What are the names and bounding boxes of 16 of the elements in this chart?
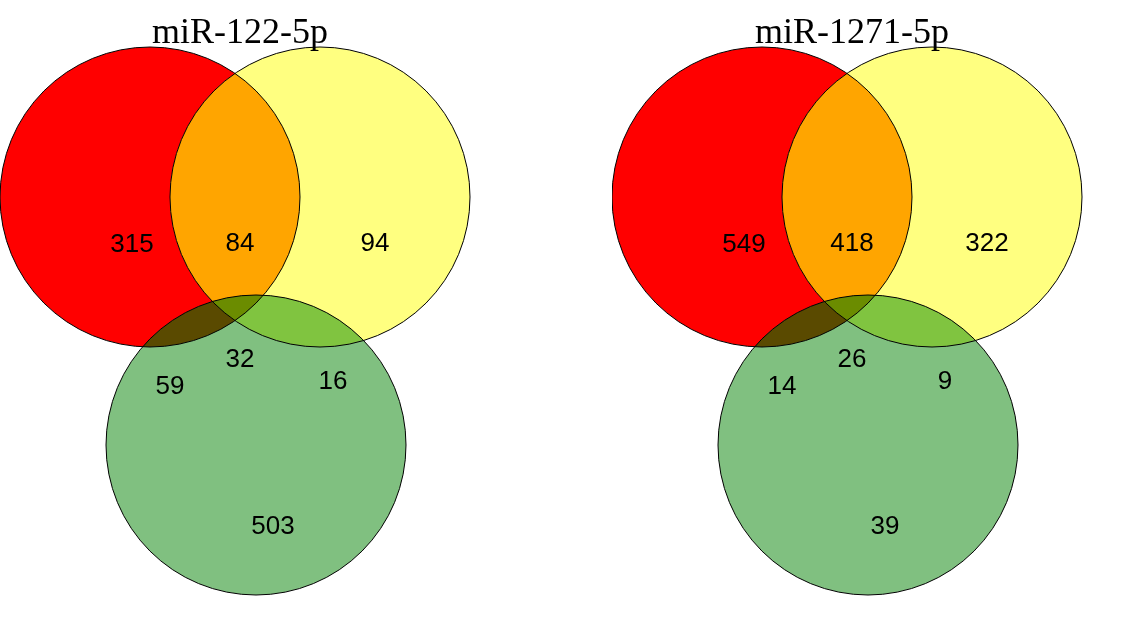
text: miR-122-5p [151, 10, 329, 52]
data-label: 549 [722, 228, 766, 258]
data-label: 14 [767, 370, 797, 400]
data-label: 59 [155, 370, 185, 400]
data-label: 94 [360, 227, 390, 257]
data-label: 16 [318, 365, 348, 395]
data-label: 32 [225, 343, 255, 373]
data-label: 418 [830, 227, 874, 257]
data-label: 503 [251, 510, 295, 540]
data-label: 9 [937, 365, 953, 395]
data-label: 84 [225, 227, 255, 257]
data-label: 322 [965, 227, 1009, 257]
data-label: 26 [837, 343, 867, 373]
data-label: 315 [110, 228, 154, 258]
data-label: 39 [870, 510, 900, 540]
text: miR-1271-5p [754, 10, 950, 52]
